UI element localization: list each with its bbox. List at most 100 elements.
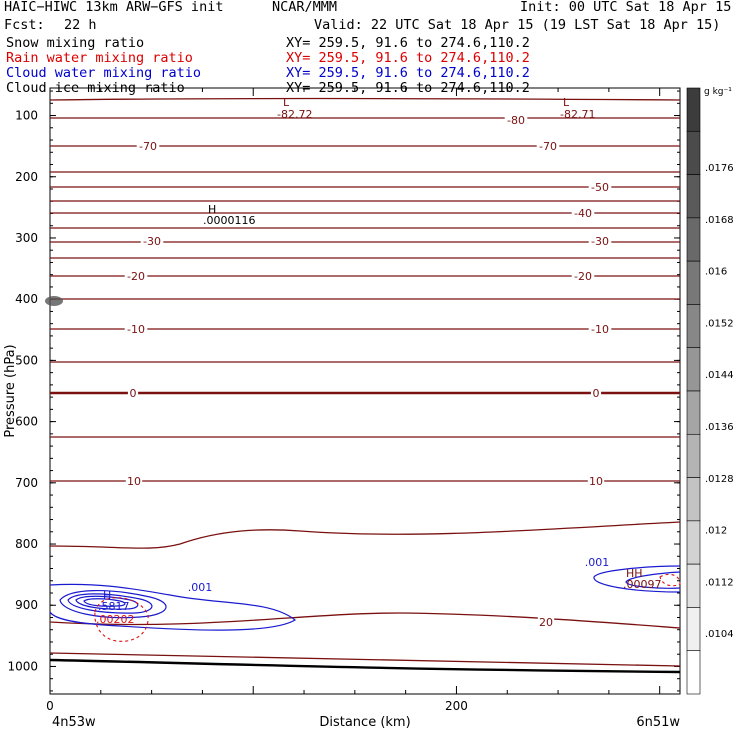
low-mark-right: L bbox=[563, 96, 570, 109]
colorbar-swatch bbox=[686, 130, 701, 175]
isotherm-label-minus10-right-bg bbox=[588, 324, 612, 335]
x-tick-label: 0 bbox=[46, 699, 54, 713]
model-title: HAIC−HIWC 13km ARW−GFS init bbox=[4, 0, 224, 15]
ice-blob bbox=[45, 296, 63, 306]
colorbar-label: .0112 bbox=[705, 577, 734, 588]
isotherm-label-minus70-right: -70 bbox=[539, 140, 557, 153]
cloud-water-high-mark: H bbox=[103, 589, 111, 602]
isotherm-label-minus10-bg bbox=[124, 324, 148, 335]
isotherm-minus5-line bbox=[49, 360, 681, 363]
isotherm-10-line bbox=[49, 479, 681, 482]
isotherm-label-zero-bg bbox=[127, 388, 139, 399]
isotherm-label-minus70-right-bg bbox=[536, 141, 560, 152]
colorbar-label: .0128 bbox=[705, 474, 734, 485]
rain-water-contour-left bbox=[94, 597, 149, 642]
ice-high-mark: H bbox=[208, 203, 216, 216]
x-end-label: 6n51w bbox=[636, 715, 680, 730]
rain-high-value: .00202 bbox=[96, 613, 135, 626]
isotherm-label-minus70: -70 bbox=[139, 140, 157, 153]
colorbar-swatch bbox=[686, 607, 701, 652]
colorbar-swatch bbox=[686, 304, 701, 349]
colorbar-swatch bbox=[686, 260, 701, 305]
valid-time: Valid: 22 UTC Sat 18 Apr 15 (19 LST Sat … bbox=[314, 17, 721, 33]
colorbar-swatch bbox=[686, 520, 701, 565]
low-value-left: -82.72 bbox=[277, 108, 312, 121]
colorbar-label: .0168 bbox=[705, 215, 734, 226]
y-tick-label: 800 bbox=[15, 537, 38, 551]
cloud-water-ring-1 bbox=[59, 590, 167, 619]
rain-water-contour-right bbox=[659, 573, 681, 587]
x-axis-title: Distance (km) bbox=[319, 715, 410, 730]
x-tick-label: 200 bbox=[445, 699, 468, 713]
isotherm-label-minus30-right-bg bbox=[588, 236, 612, 247]
isotherm-label-minus20-right-bg bbox=[571, 271, 595, 282]
x-start-label: 4n53w bbox=[52, 715, 96, 730]
low-value-right: -82.71 bbox=[560, 108, 595, 121]
y-tick-label: 600 bbox=[15, 415, 38, 429]
cloud-water-inner-right bbox=[625, 571, 681, 589]
colorbar-swatch bbox=[686, 217, 701, 262]
y-tick-label: 300 bbox=[15, 231, 38, 245]
cloud-water-label-right: .001 bbox=[585, 556, 610, 569]
cloud-water-outer-right bbox=[593, 565, 681, 593]
colorbar-swatch bbox=[686, 650, 701, 695]
y-tick-label: 100 bbox=[15, 109, 38, 123]
colorbar: g kg⁻¹ .0176 .0168 .016 .0152 .0144 .0136 .0128… bbox=[686, 87, 734, 695]
colorbar-swatch bbox=[686, 347, 701, 392]
isotherm-label-minus10-right: -10 bbox=[591, 323, 609, 336]
colorbar-label: .0136 bbox=[705, 422, 734, 433]
colorbar-label: .0104 bbox=[705, 629, 734, 640]
high-mark-right: HH bbox=[626, 567, 643, 580]
isotherm-label-10-right: 10 bbox=[589, 475, 603, 488]
rain-water-contours bbox=[94, 573, 681, 642]
low-mark-left: L bbox=[283, 96, 290, 109]
isotherm-label-minus20: -20 bbox=[127, 270, 145, 283]
isotherm-label-minus50: -50 bbox=[591, 181, 609, 194]
y-tick-label: 500 bbox=[15, 353, 38, 367]
isotherm-label-minus30: -30 bbox=[143, 235, 161, 248]
field-xy-rain: XY= 259.5, 91.6 to 274.6,110.2 bbox=[286, 50, 530, 66]
isotherm-label-minus40-bg bbox=[571, 208, 595, 219]
isotherm-label-10-bg bbox=[125, 476, 143, 487]
isotherm-label-minus40: -40 bbox=[574, 207, 592, 220]
cloud-water-label-left-bg bbox=[185, 582, 215, 593]
isotherm-minus60-line bbox=[49, 170, 681, 173]
isotherm-minus25-line bbox=[49, 256, 681, 259]
org-label: NCAR/MMM bbox=[272, 0, 338, 15]
forecast-hour: 22 h bbox=[64, 17, 97, 33]
isotherm-label-zero-right: 0 bbox=[593, 387, 600, 400]
colorbar-label: .016 bbox=[705, 267, 727, 278]
colorbar-swatch bbox=[686, 390, 701, 435]
colorbar-unit: g kg⁻¹ bbox=[704, 87, 732, 97]
init-time: Init: 00 UTC Sat 18 Apr 15 bbox=[520, 0, 732, 15]
field-name-cloud-water: Cloud water mixing ratio bbox=[6, 65, 202, 81]
isotherm-label-10-right-bg bbox=[587, 476, 605, 487]
field-name-rain: Rain water mixing ratio bbox=[6, 50, 193, 66]
isotherm-label-minus20-right: -20 bbox=[574, 270, 592, 283]
isotherm-label-minus70-bg bbox=[136, 141, 160, 152]
isotherm-label-10: 10 bbox=[127, 475, 141, 488]
isotherm-label-minus80: -80 bbox=[507, 114, 525, 127]
colorbar-swatch bbox=[686, 87, 701, 132]
cloud-water-contours bbox=[49, 565, 681, 631]
y-axis-title: Pressure (hPa) bbox=[3, 344, 18, 437]
cloud-water-label-right-bg bbox=[582, 557, 612, 568]
isotherm-minus35-line bbox=[49, 226, 681, 229]
y-tick-label: 1000 bbox=[7, 659, 38, 673]
freezing-level-line bbox=[49, 391, 681, 395]
ice-high-value: .0000116 bbox=[203, 214, 256, 227]
isotherm-label-minus30-right: -30 bbox=[591, 235, 609, 248]
cloud-water-ring-4 bbox=[83, 598, 126, 607]
isotherm-label-20-bg bbox=[537, 617, 555, 628]
isotherm-25-line bbox=[49, 652, 681, 667]
cloud-water-ring-2 bbox=[67, 593, 153, 614]
isotherm-label-minus50-bg bbox=[588, 182, 612, 193]
field-xy-snow: XY= 259.5, 91.6 to 274.6,110.2 bbox=[286, 35, 530, 51]
y-tick-label: 900 bbox=[15, 598, 38, 612]
colorbar-swatch bbox=[686, 563, 701, 608]
isotherm-label-zero: 0 bbox=[130, 387, 137, 400]
cloud-water-ring-3 bbox=[75, 595, 139, 610]
isotherm-label-minus10: -10 bbox=[127, 323, 145, 336]
colorbar-swatch bbox=[686, 433, 701, 478]
